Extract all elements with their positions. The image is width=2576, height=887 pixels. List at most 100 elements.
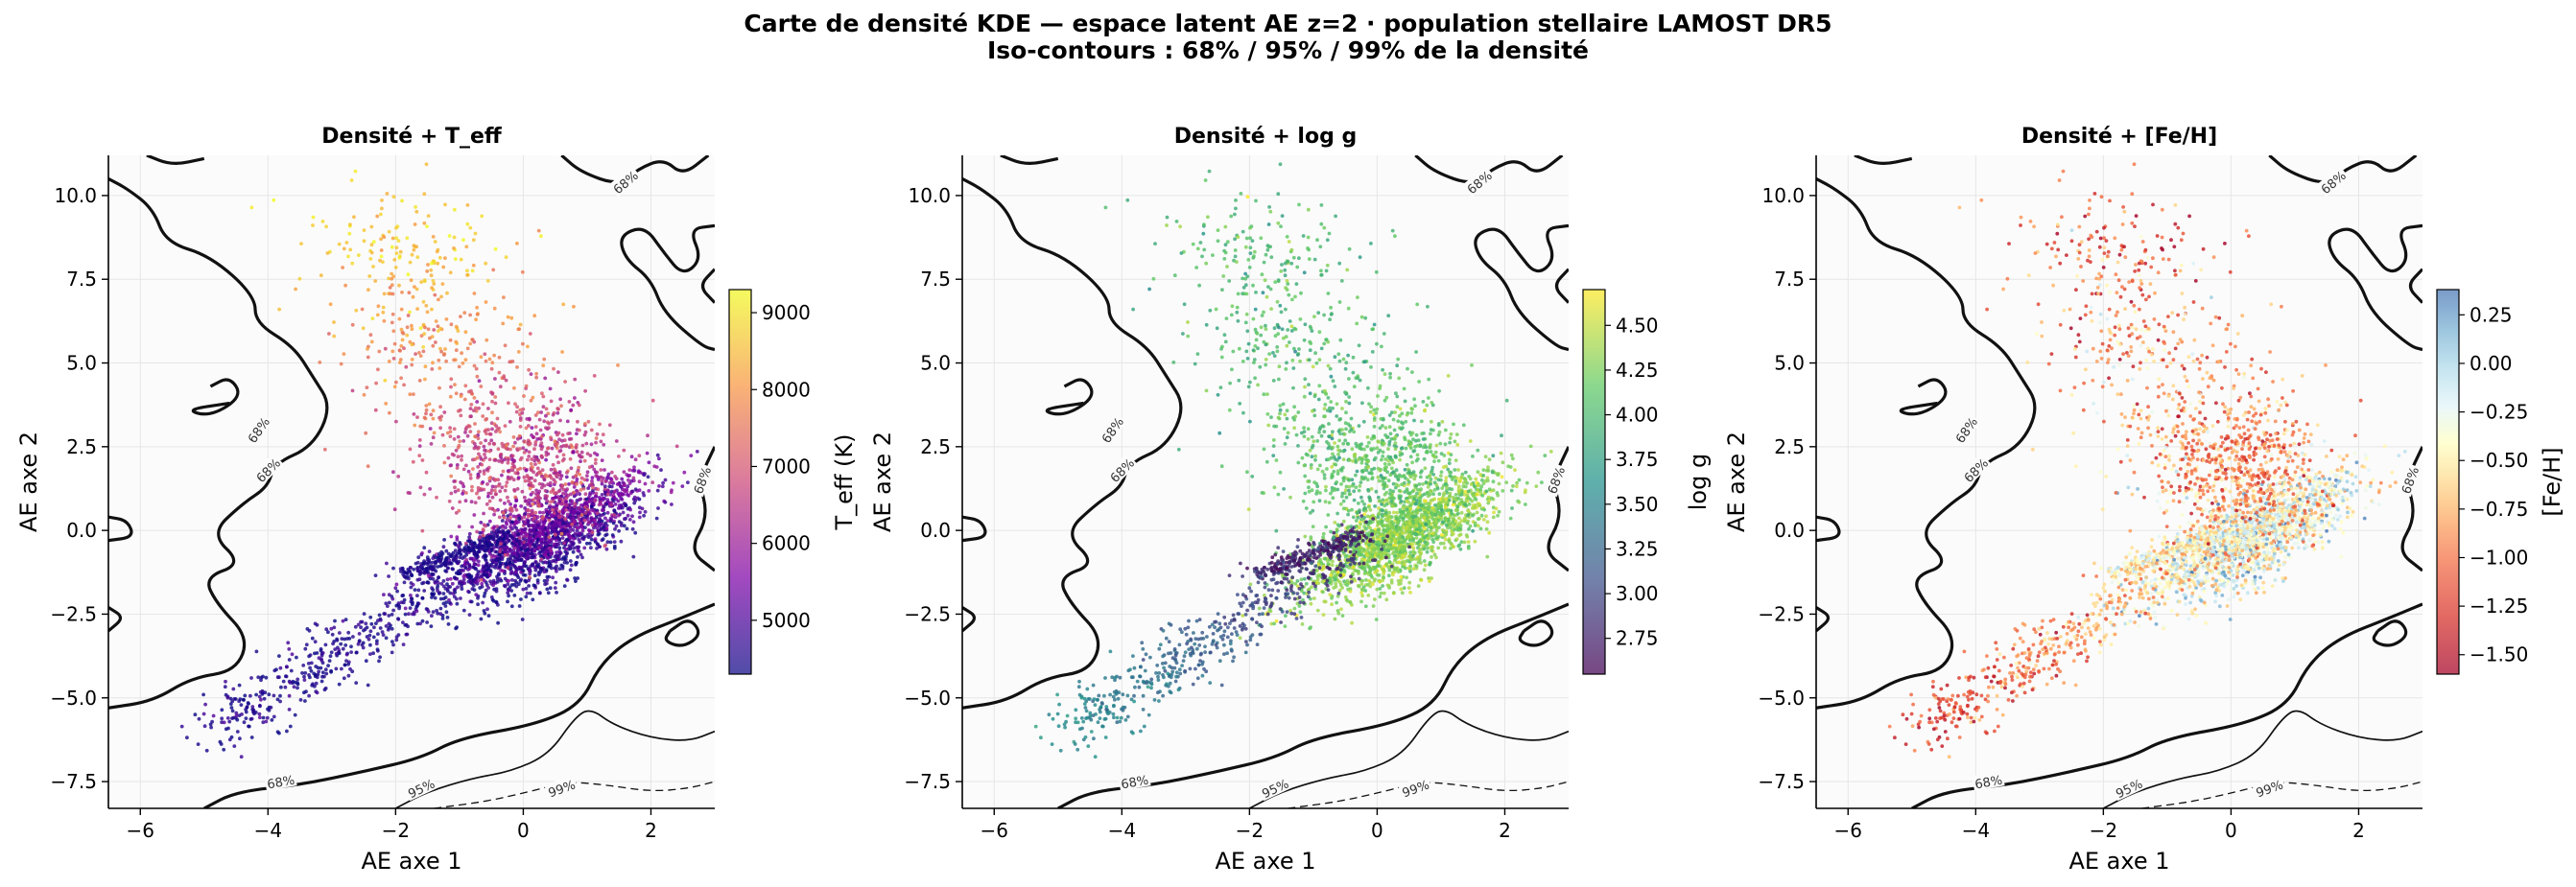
data-point bbox=[535, 578, 540, 583]
data-point bbox=[334, 666, 339, 671]
data-point bbox=[478, 530, 483, 535]
data-point bbox=[487, 506, 492, 511]
data-point bbox=[547, 510, 552, 515]
data-point bbox=[453, 358, 458, 362]
data-point bbox=[1517, 478, 1522, 482]
data-point bbox=[434, 569, 438, 573]
data-point bbox=[408, 392, 413, 397]
data-point bbox=[420, 619, 425, 623]
data-point bbox=[1416, 560, 1421, 565]
data-point bbox=[318, 361, 322, 364]
data-point bbox=[539, 447, 544, 452]
data-point bbox=[527, 524, 531, 528]
data-point bbox=[1484, 489, 1489, 494]
data-point bbox=[455, 535, 460, 539]
data-point bbox=[408, 606, 413, 610]
data-point bbox=[586, 419, 591, 424]
data-point bbox=[1414, 536, 1419, 540]
data-point bbox=[443, 569, 448, 573]
data-point bbox=[277, 307, 281, 312]
data-point bbox=[512, 546, 517, 550]
data-point bbox=[390, 640, 394, 643]
data-point bbox=[588, 511, 592, 516]
data-point bbox=[563, 492, 568, 497]
data-point bbox=[555, 524, 559, 528]
data-point bbox=[272, 693, 276, 698]
data-point bbox=[412, 392, 415, 396]
data-point bbox=[572, 304, 576, 309]
data-point bbox=[464, 245, 469, 249]
data-point bbox=[406, 574, 410, 579]
data-point bbox=[513, 570, 518, 574]
data-point bbox=[470, 268, 475, 273]
data-point bbox=[477, 430, 481, 434]
data-point bbox=[503, 424, 508, 428]
data-point bbox=[557, 509, 562, 514]
data-point bbox=[302, 674, 306, 679]
data-point bbox=[608, 492, 613, 497]
data-point bbox=[518, 322, 523, 327]
data-point bbox=[385, 192, 390, 196]
data-point bbox=[1471, 513, 1475, 518]
data-point bbox=[559, 531, 564, 536]
data-point bbox=[555, 475, 559, 479]
data-point bbox=[590, 479, 594, 483]
data-point bbox=[224, 692, 228, 697]
data-point bbox=[442, 538, 446, 542]
data-point bbox=[1419, 578, 1424, 582]
data-point bbox=[506, 557, 510, 562]
data-point bbox=[546, 452, 551, 456]
data-point bbox=[319, 273, 323, 278]
data-point bbox=[430, 286, 434, 290]
data-point bbox=[435, 495, 438, 500]
data-point bbox=[424, 607, 429, 611]
data-point bbox=[528, 486, 532, 491]
data-point bbox=[626, 478, 630, 482]
data-point bbox=[1359, 599, 1363, 604]
data-point bbox=[1428, 579, 1431, 583]
data-point bbox=[487, 519, 492, 524]
data-point bbox=[589, 428, 594, 432]
data-point bbox=[535, 493, 540, 498]
data-point bbox=[576, 489, 579, 494]
data-point bbox=[590, 530, 595, 534]
data-point bbox=[463, 330, 468, 335]
data-point bbox=[516, 552, 520, 557]
data-point bbox=[493, 377, 497, 381]
data-point bbox=[1238, 636, 1242, 641]
data-point bbox=[288, 724, 293, 729]
data-point bbox=[329, 626, 334, 631]
data-point bbox=[571, 512, 575, 517]
data-point bbox=[1455, 523, 1460, 526]
data-point bbox=[285, 665, 289, 669]
data-point bbox=[439, 349, 443, 354]
data-point bbox=[541, 510, 546, 515]
data-point bbox=[510, 578, 514, 582]
data-point bbox=[522, 394, 526, 398]
data-point bbox=[1449, 525, 1453, 530]
data-point bbox=[585, 452, 590, 455]
data-point bbox=[486, 407, 490, 410]
data-point bbox=[622, 448, 626, 453]
data-point bbox=[203, 702, 208, 707]
data-point bbox=[570, 480, 575, 484]
data-point bbox=[527, 498, 532, 502]
data-point bbox=[390, 283, 394, 288]
data-point bbox=[410, 327, 414, 332]
data-point bbox=[603, 487, 607, 491]
data-point bbox=[434, 555, 438, 560]
data-point bbox=[1441, 499, 1446, 503]
data-point bbox=[480, 573, 484, 578]
data-point bbox=[559, 514, 564, 519]
data-point bbox=[392, 385, 397, 389]
data-point bbox=[487, 564, 492, 569]
data-point bbox=[504, 255, 508, 260]
data-point bbox=[597, 520, 601, 525]
data-point bbox=[370, 316, 375, 320]
data-point bbox=[426, 571, 431, 574]
data-point bbox=[341, 266, 344, 269]
data-point bbox=[1411, 567, 1416, 572]
data-point bbox=[523, 527, 527, 532]
data-point bbox=[617, 455, 621, 458]
data-point bbox=[538, 496, 542, 501]
